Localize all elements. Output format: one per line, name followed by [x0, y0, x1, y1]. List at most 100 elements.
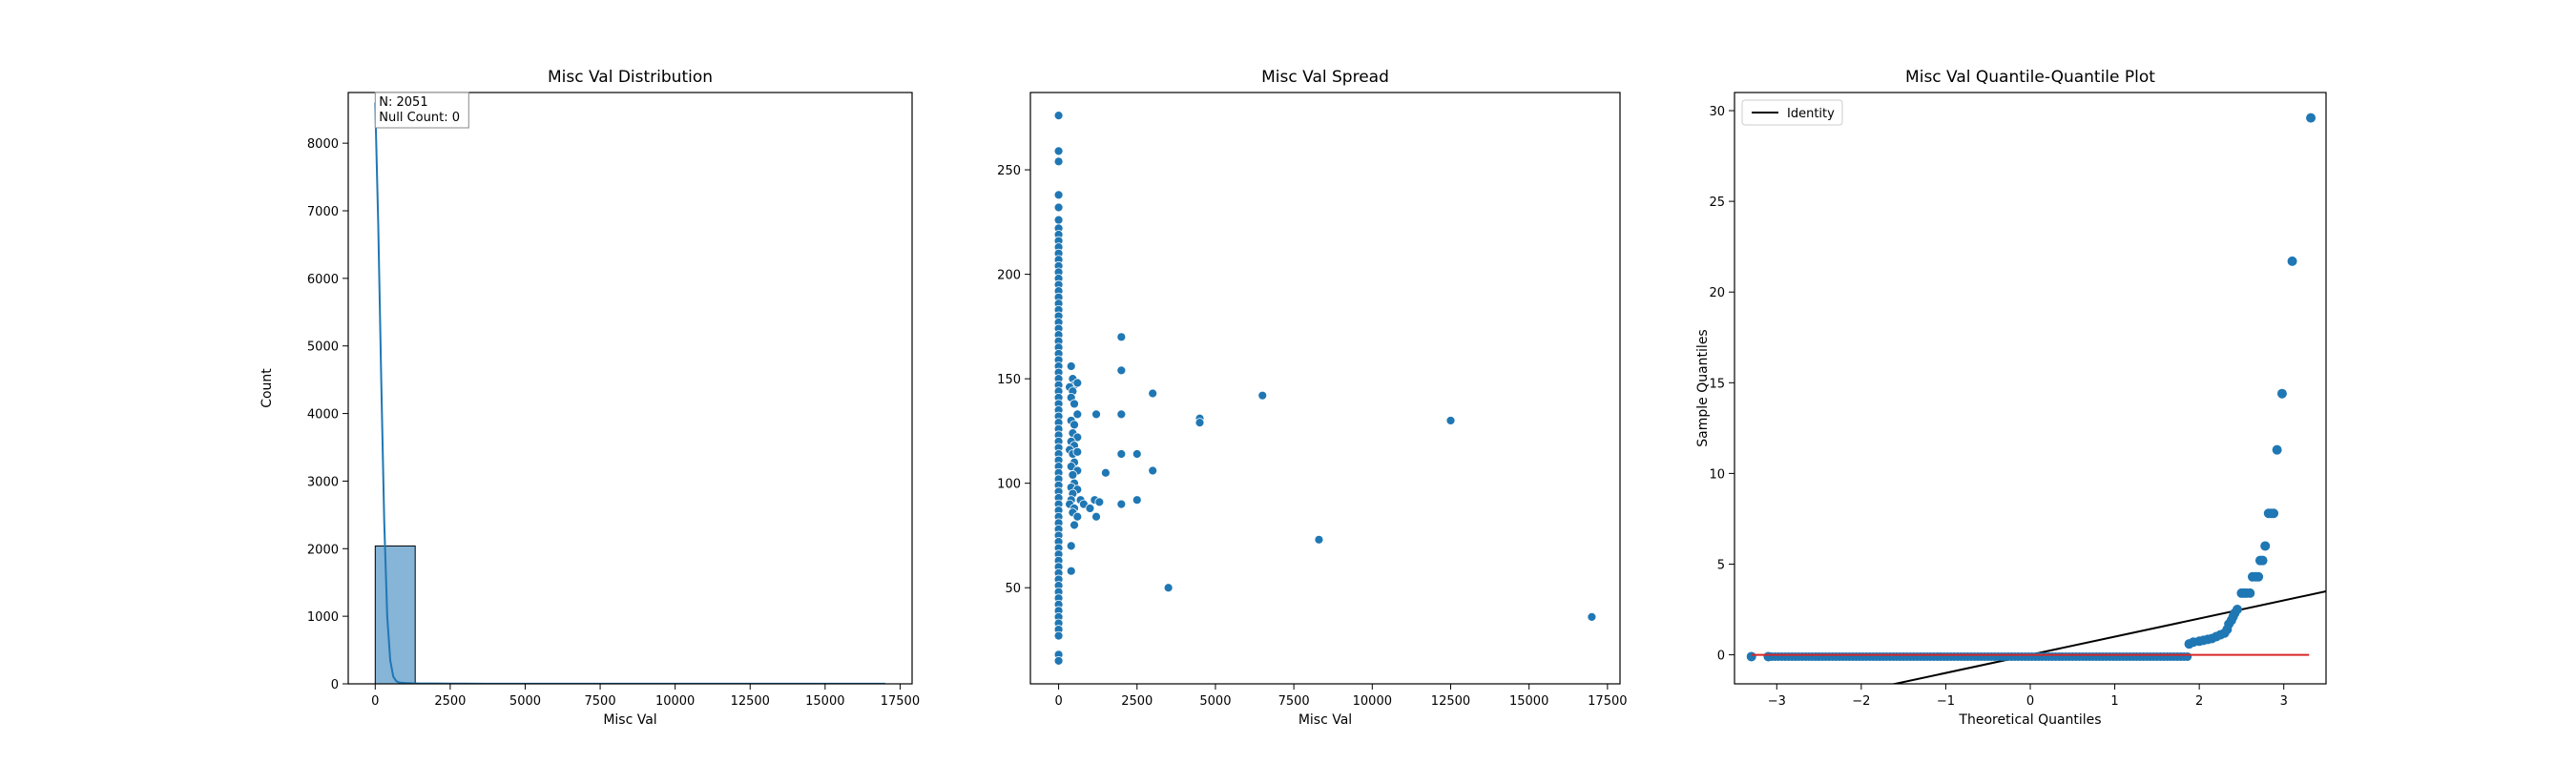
qq-point: [2254, 571, 2264, 582]
scatter-point: [1195, 418, 1205, 428]
scatter-point: [1070, 420, 1079, 430]
scatter-point: [1148, 465, 1158, 476]
plot-area: [374, 102, 886, 684]
annotation-count: N: 2051: [379, 95, 427, 110]
scatter-point: [1053, 630, 1064, 641]
scatter-point: [1053, 202, 1064, 213]
scatter-point: [1072, 378, 1083, 388]
scatter-point: [1070, 520, 1079, 530]
y-tick-label: 1000: [307, 610, 339, 625]
scatter-point: [1132, 449, 1142, 459]
y-tick-label: 50: [1005, 582, 1021, 596]
scatter-point: [1132, 495, 1142, 505]
x-tick-label: 0: [2026, 694, 2034, 709]
y-tick-label: 30: [1709, 105, 1725, 119]
y-tick-label: 7000: [307, 205, 339, 219]
qq-point: [2245, 588, 2255, 598]
x-tick-label: 2500: [434, 694, 466, 709]
y-axis-label: Sample Quantiles: [1695, 329, 1711, 446]
annotation-box: [374, 92, 469, 129]
scatter-point: [1116, 499, 1127, 509]
scatter-point: [1116, 449, 1127, 459]
axes-frame: [347, 92, 913, 685]
scatter-point: [1100, 467, 1111, 478]
x-tick-label: 5000: [1199, 694, 1231, 709]
y-tick-label: 8000: [307, 137, 339, 152]
scatter-point: [1053, 215, 1064, 225]
x-axis-label: Misc Val: [603, 712, 656, 728]
y-tick-label: 4000: [307, 408, 339, 423]
kde-line: [374, 102, 885, 684]
y-tick-label: 20: [1709, 286, 1725, 300]
scatter-point: [1072, 409, 1083, 420]
y-tick-label: 5000: [307, 340, 339, 355]
qq-point: [1763, 651, 1774, 662]
x-tick-label: 12500: [731, 694, 770, 709]
scatter-point: [1314, 534, 1324, 545]
scatter-point: [1148, 388, 1158, 399]
qq-point: [1746, 651, 1756, 662]
x-tick-label: 7500: [585, 694, 616, 709]
qq-point: [2260, 541, 2271, 551]
y-tick-label: 5: [1717, 558, 1725, 572]
x-tick-label: 2: [2195, 694, 2203, 709]
y-tick-label: 2000: [307, 543, 339, 557]
scatter-point: [1066, 541, 1076, 551]
x-axis-label: Misc Val: [1298, 712, 1352, 728]
qq-point: [2257, 555, 2268, 566]
qq-point: [2276, 388, 2287, 399]
scatter-point: [1116, 365, 1127, 376]
y-tick-label: 15: [1709, 377, 1725, 391]
annotation-nulls: Null Count: 0: [379, 111, 460, 125]
qq-point: [2272, 444, 2282, 455]
x-tick-label: 15000: [1509, 694, 1548, 709]
scatter-point: [1053, 111, 1064, 120]
scatter-point: [1116, 332, 1127, 342]
y-tick-label: 250: [997, 164, 1021, 178]
x-tick-label: −1: [1937, 694, 1955, 709]
chart-1: 0 2500 5000 7500 10000 12500 15000 17500 0 1000 20…: [260, 68, 920, 728]
x-tick-label: 0: [371, 694, 379, 709]
scatter-point: [1091, 511, 1101, 522]
scatter-point: [1091, 409, 1101, 420]
scatter-point: [1066, 361, 1076, 371]
scatter-point: [1053, 190, 1064, 200]
x-tick-label: 17500: [881, 694, 920, 709]
x-tick-label: 10000: [1353, 694, 1392, 709]
x-axis-label: Theoretical Quantiles: [1958, 712, 2101, 728]
plot-area: [1746, 113, 2326, 684]
chart-2: 0 2500 5000 7500 10000 12500 15000 17500 50 100 15…: [997, 68, 1627, 728]
scatter-point: [1068, 470, 1078, 480]
x-tick-label: 0: [1054, 694, 1062, 709]
scatter-point: [1070, 399, 1079, 409]
y-tick-label: 3000: [307, 475, 339, 489]
y-tick-label: 25: [1709, 196, 1725, 210]
qq-point: [2287, 256, 2297, 266]
x-tick-label: 3: [2280, 694, 2288, 709]
x-tick-label: 2500: [1121, 694, 1153, 709]
scatter-point: [1066, 566, 1076, 576]
scatter-point: [1053, 146, 1064, 156]
x-tick-label: 17500: [1588, 694, 1627, 709]
scatter-point: [1587, 611, 1597, 622]
x-tick-label: −3: [1768, 694, 1786, 709]
qq-point: [2183, 651, 2192, 661]
hist-bar: [374, 545, 416, 684]
scatter-point: [1163, 583, 1174, 593]
x-tick-label: 1: [2110, 694, 2118, 709]
qq-point: [2233, 605, 2242, 615]
legend-box: [1741, 99, 1843, 126]
x-tick-label: 15000: [805, 694, 844, 709]
x-tick-label: 5000: [509, 694, 541, 709]
qq-point: [2269, 508, 2279, 519]
qq-point: [2306, 113, 2316, 123]
scatter-point: [1053, 656, 1064, 666]
x-tick-label: −2: [1852, 694, 1870, 709]
chart-title: Misc Val Spread: [1261, 68, 1389, 87]
scatter-point: [1094, 497, 1105, 507]
plot-area: [1053, 111, 1597, 666]
scatter-point: [1445, 416, 1456, 425]
legend-label: Identity: [1787, 107, 1835, 121]
chart-title: Misc Val Quantile-Quantile Plot: [1905, 68, 2155, 87]
